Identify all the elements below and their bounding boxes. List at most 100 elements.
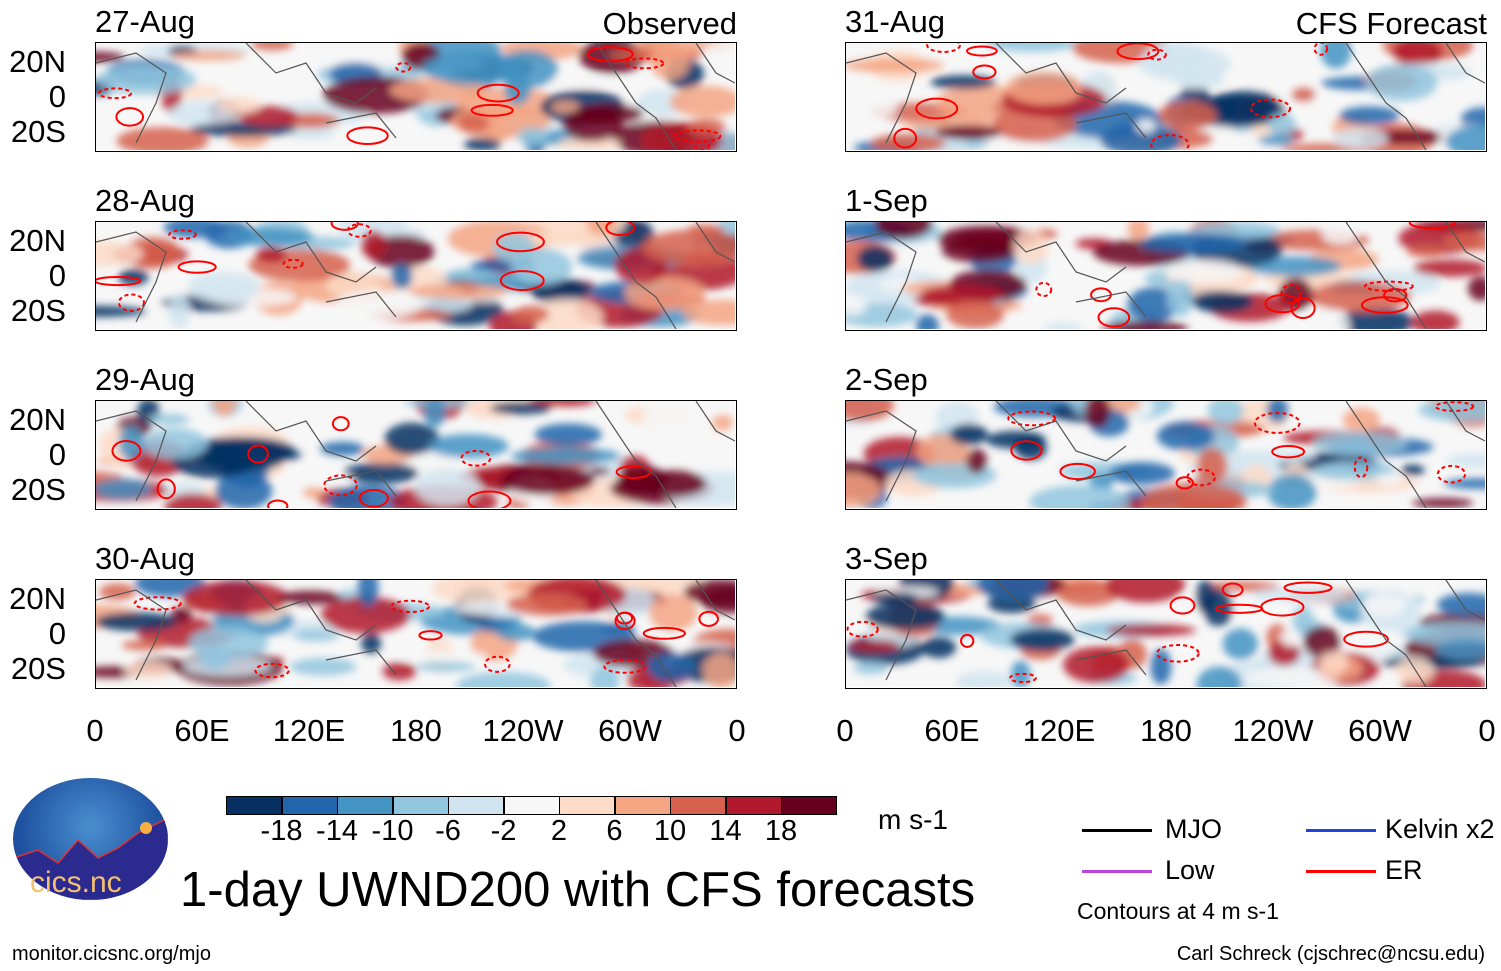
anomaly-patch [935,125,1002,140]
colorbar-label: -10 [371,815,414,847]
coastline [1445,222,1485,263]
anomaly-patch [1167,278,1195,317]
panel-date: 3-Sep [845,541,928,576]
er-contour [323,474,358,497]
anomaly-patch [357,580,379,607]
anomaly-patch [1436,592,1485,617]
anomaly-patch [250,43,294,51]
anomaly-patch [921,636,957,659]
anomaly-patch [96,240,144,267]
anomaly-patch [218,97,261,114]
anomaly-patch [1268,112,1296,139]
anomaly-patch [1135,118,1157,134]
anomaly-patch [1150,648,1172,685]
anomaly-patch [1013,229,1049,264]
er-contour [603,659,647,674]
y-tick-label: 0 [48,79,66,114]
anomaly-patch [124,661,172,679]
anomaly-patch [1222,628,1259,660]
anomaly-patch [1204,90,1283,122]
anomaly-patch [289,472,354,484]
anomaly-patch [1158,100,1217,131]
anomaly-patch [384,422,440,456]
anomaly-patch [456,671,551,687]
coastline [595,401,677,508]
coastline [695,43,735,84]
anomaly-patch [391,263,413,289]
anomaly-patch [1406,246,1446,258]
anomaly-patch [1163,259,1244,283]
anomaly-patch [1320,43,1352,69]
anomaly-patch [1156,421,1215,451]
anomaly-patch [712,414,733,431]
er-contour [117,293,145,312]
er-contour [254,662,290,679]
map-panel [95,221,737,331]
anomaly-patch [163,222,227,238]
map-panel [845,221,1487,331]
contour-note: Contours at 4 m s-1 [1077,898,1279,924]
cics-logo [13,778,168,900]
er-contour [1313,43,1329,56]
anomaly-patch [1084,401,1111,428]
colorbar-label: 6 [606,815,623,847]
anomaly-patch [302,486,324,499]
legend-label: ER [1385,855,1423,885]
coastline [96,589,167,681]
coastline [1345,401,1427,508]
anomaly-patch [1291,86,1316,103]
anomaly-patch [941,237,1018,263]
anomaly-patch [649,593,698,632]
er-contour [97,87,133,100]
colorbar-swatch [226,796,282,815]
coastline [595,43,677,150]
anomaly-patch [1395,656,1434,685]
anomaly-patch [343,462,419,484]
coastline [995,580,1127,641]
anomaly-patch [278,590,342,605]
x-tick-label: 0 [836,713,854,748]
coastline [695,401,735,442]
legend-label: Low [1165,855,1215,885]
map-panel [845,579,1487,689]
y-tick-label: 20S [10,293,66,328]
coastline [846,52,917,144]
anomaly-patch [463,137,502,150]
coastline [846,231,917,323]
panel-date: 28-Aug [95,183,195,218]
anomaly-patch [1412,497,1474,508]
coastline [96,231,167,323]
anomaly-patch [506,593,589,616]
er-contour [846,620,879,638]
er-contour [1175,476,1194,490]
anomaly-patch [517,127,548,147]
er-contour [915,97,959,120]
er-contour [282,258,304,269]
y-tick-label: 20S [10,651,66,686]
y-tick-label: 20S [10,114,66,149]
er-contour [1283,581,1333,594]
anomaly-patch [1043,322,1082,329]
legend-label: Kelvin x2 [1385,814,1495,844]
anomaly-patch [96,478,152,499]
anomaly-patch [641,229,735,266]
er-contour [1260,597,1305,617]
coastline [245,222,377,283]
anomaly-patch [966,448,988,474]
er-contour [1097,307,1131,328]
anomaly-patch [320,596,411,634]
panel-date: 31-Aug [845,4,945,39]
anomaly-patch [536,76,624,88]
anomaly-patch [846,473,881,508]
anomaly-patch [1196,666,1242,687]
anomaly-patch [118,425,145,461]
coastline [325,649,397,676]
anomaly-patch [215,471,273,508]
coastline [1075,649,1147,676]
colorbar-swatch [503,796,560,815]
anomaly-patch [96,64,197,95]
y-tick-label: 0 [48,258,66,293]
anomaly-patch [1400,464,1425,476]
er-contour [1221,582,1244,598]
x-tick-label: 120W [1232,713,1314,748]
